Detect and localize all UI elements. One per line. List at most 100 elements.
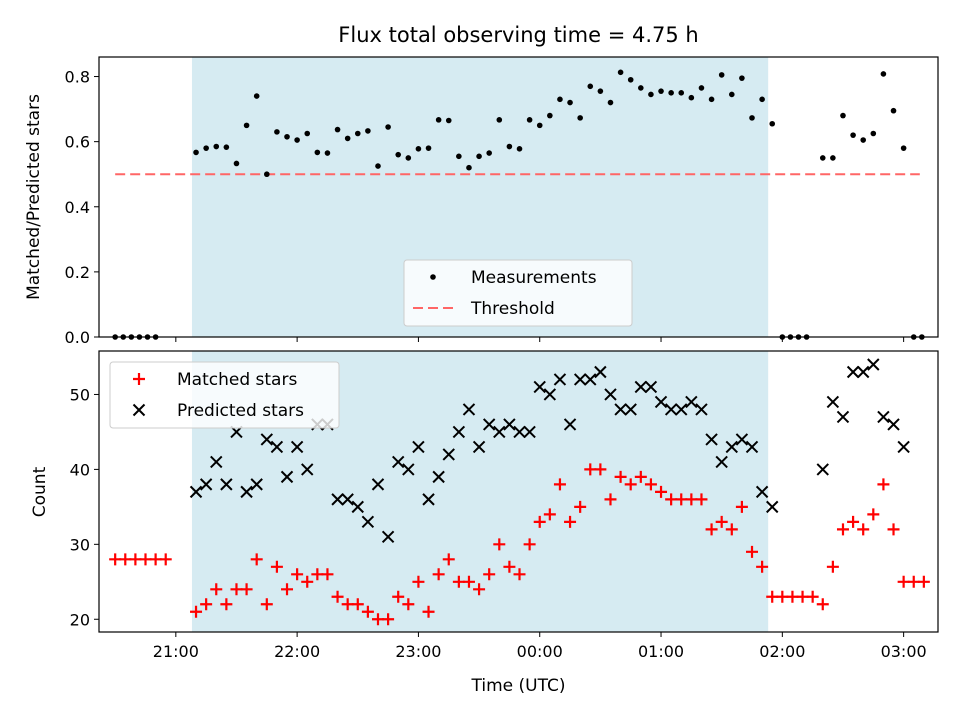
data-point [149,553,162,566]
data-point [846,365,860,379]
data-point [513,568,526,581]
data-point [445,117,452,124]
y-tick-label: 0.6 [65,133,90,152]
data-point [291,568,304,581]
data-point [301,463,314,476]
series-measurements [112,69,925,340]
data-point [634,380,648,394]
data-point [574,500,587,513]
legend-label: Matched stars [177,370,297,390]
data-point [503,560,516,573]
data-point [341,493,354,506]
data-point [644,380,658,394]
data-point [371,478,385,491]
data-point [806,590,819,603]
data-point [614,403,627,416]
data-point [594,463,607,476]
data-point [870,130,877,137]
legend: Matched stars Predicted stars [109,361,340,429]
data-point [887,418,900,431]
data-point [577,115,583,121]
data-point [688,94,695,101]
data-point [415,146,422,152]
top-y-axis-label: Matched/Predicted stars [24,94,44,300]
x-tick-label: 22:00 [274,642,320,661]
data-point [452,425,466,439]
data-point [725,440,738,454]
data-point [564,515,577,528]
legend-entry: Threshold [413,299,555,319]
legend-label: Threshold [470,299,555,319]
data-point [776,590,789,603]
data-point [240,583,253,596]
data-point [523,538,536,551]
data-point [675,493,688,506]
series-predicted-stars [189,358,910,544]
data-point [402,463,415,476]
data-point [159,553,172,566]
data-point [594,365,607,379]
data-point [756,560,769,573]
data-point [887,523,900,536]
data-point [493,425,506,439]
data-point [624,478,637,491]
data-point [897,440,910,454]
data-point [675,403,688,416]
data-point [210,455,223,469]
y-tick-label: 30 [70,535,90,554]
data-point [867,508,880,521]
data-point [203,145,209,151]
data-point [557,96,563,103]
data-point [331,590,344,603]
data-point [850,132,856,138]
data-point [230,583,243,596]
x-tick-label: 23:00 [395,642,441,661]
data-point [220,478,233,491]
data-point [857,523,870,536]
data-point [644,478,657,491]
data-point [462,403,476,416]
data-point [567,99,573,106]
data-point [129,553,142,566]
data-point [506,143,513,150]
data-point [354,130,361,137]
data-point [877,410,890,424]
data-point [190,605,203,618]
data-point [786,590,799,603]
data-point [685,395,698,409]
data-point [648,91,654,98]
data-point [607,99,614,106]
data-point [668,90,674,96]
data-point [769,120,776,127]
data-point [301,575,314,588]
data-point [897,575,910,588]
data-point [654,395,668,409]
data-point [311,568,324,581]
y-tick-label: 20 [70,610,90,629]
data-point [321,568,334,581]
legend-label: Predicted stars [177,401,304,421]
legend-marker [430,274,436,280]
data-point [735,433,749,446]
data-point [816,463,829,476]
data-point [425,145,432,151]
legend-entry: Measurements [430,268,597,288]
data-point [233,160,240,167]
data-point [476,153,482,160]
data-point [836,523,849,536]
data-point [739,75,745,81]
data-point [442,448,455,461]
bottom-y-axis-label: Count [30,466,50,517]
data-point [746,545,759,558]
data-point [422,605,435,618]
data-point [361,605,374,618]
data-point [341,598,354,611]
data-point [917,575,930,588]
data-point [617,69,624,76]
data-point [543,388,557,401]
data-point [253,93,260,99]
data-point [533,515,546,528]
data-point [728,91,735,98]
data-point [766,590,779,603]
